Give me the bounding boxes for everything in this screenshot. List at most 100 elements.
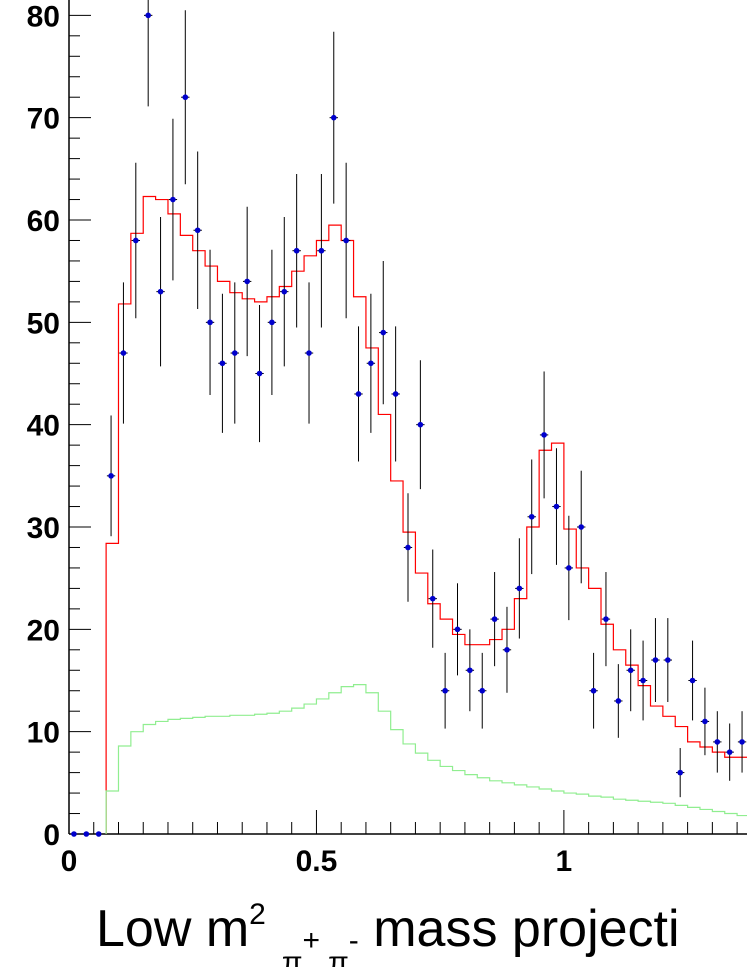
point-marker [429, 595, 436, 602]
point-marker [677, 769, 683, 776]
data-point [490, 572, 499, 667]
point-marker [578, 524, 585, 530]
point-marker [95, 831, 102, 837]
point-marker [479, 687, 486, 694]
data-point [453, 583, 462, 676]
x-tick-label: 1 [556, 845, 573, 878]
data-point [527, 459, 536, 575]
point-marker [454, 626, 461, 633]
point-marker [219, 360, 226, 367]
point-marker [318, 247, 325, 254]
data-point [478, 652, 487, 729]
data-point [255, 304, 264, 443]
point-marker [417, 421, 424, 428]
data-point [416, 360, 425, 490]
data-point [267, 249, 277, 395]
data-point [119, 282, 128, 424]
point-marker [145, 12, 151, 19]
axis-ticks [68, 14, 738, 835]
data-point [317, 173, 326, 328]
point-marker [269, 319, 275, 326]
point-marker [566, 565, 572, 571]
data-point [131, 162, 140, 319]
step-curve [105, 195, 747, 834]
data-point [601, 572, 611, 667]
data-point [391, 326, 400, 462]
point-marker [170, 196, 176, 203]
point-marker [108, 473, 114, 479]
data-point [379, 260, 388, 405]
data-point [292, 173, 301, 328]
point-marker [516, 585, 523, 592]
y-tick-label: 40 [27, 410, 60, 443]
y-tick-label: 10 [27, 717, 60, 750]
point-marker [330, 114, 337, 121]
point-marker [157, 288, 164, 295]
data-point [539, 371, 549, 499]
step-curve [105, 683, 747, 834]
data-point [354, 326, 363, 462]
y-tick-label: 50 [27, 307, 60, 340]
point-marker [590, 687, 597, 694]
point-marker [355, 391, 362, 397]
point-marker [528, 513, 535, 520]
data-point [69, 831, 79, 837]
data-point [465, 629, 475, 712]
point-marker [603, 616, 609, 622]
data-point [589, 652, 598, 729]
data-point [663, 618, 673, 702]
point-marker [256, 370, 263, 377]
point-marker [194, 227, 201, 234]
y-tick-label: 20 [27, 614, 60, 647]
data-point [304, 282, 314, 424]
data-point [502, 606, 512, 693]
point-marker [627, 667, 634, 674]
data-point [564, 515, 574, 621]
point-marker [281, 288, 288, 295]
data-point [403, 493, 413, 602]
data-point [626, 629, 635, 712]
x-tick-label: 0 [61, 845, 78, 878]
point-marker [83, 831, 90, 837]
data-point [638, 640, 648, 721]
data-point [106, 415, 116, 537]
data-point [156, 216, 165, 367]
model-curves [105, 195, 747, 834]
point-marker [368, 360, 374, 367]
point-marker [133, 237, 139, 244]
data-points [69, 0, 747, 837]
data-point [725, 723, 734, 781]
data-point [230, 282, 239, 424]
data-point [366, 293, 376, 433]
point-marker [71, 831, 77, 837]
data-point [737, 711, 747, 773]
point-marker [726, 749, 733, 755]
data-point [94, 831, 103, 837]
data-point [205, 249, 215, 395]
data-point [688, 640, 697, 721]
data-point [82, 831, 91, 837]
data-point [676, 748, 685, 798]
x-tick-label: 0.5 [296, 845, 338, 878]
point-marker [541, 432, 547, 438]
point-marker [553, 503, 560, 510]
point-marker [652, 657, 659, 663]
point-marker [405, 544, 411, 551]
data-point [218, 293, 227, 433]
y-tick-label: 60 [27, 205, 60, 238]
data-point [428, 549, 437, 648]
point-marker [467, 667, 473, 674]
data-point [280, 216, 289, 367]
data-point [143, 0, 153, 107]
data-point [168, 118, 178, 281]
data-point [651, 618, 660, 702]
point-marker [380, 329, 387, 336]
point-marker [689, 677, 696, 684]
point-marker [231, 350, 238, 356]
point-marker [442, 687, 448, 694]
point-marker [702, 718, 708, 725]
point-marker [293, 247, 300, 254]
data-point [577, 470, 586, 584]
data-point [440, 652, 450, 729]
point-marker [491, 616, 498, 622]
